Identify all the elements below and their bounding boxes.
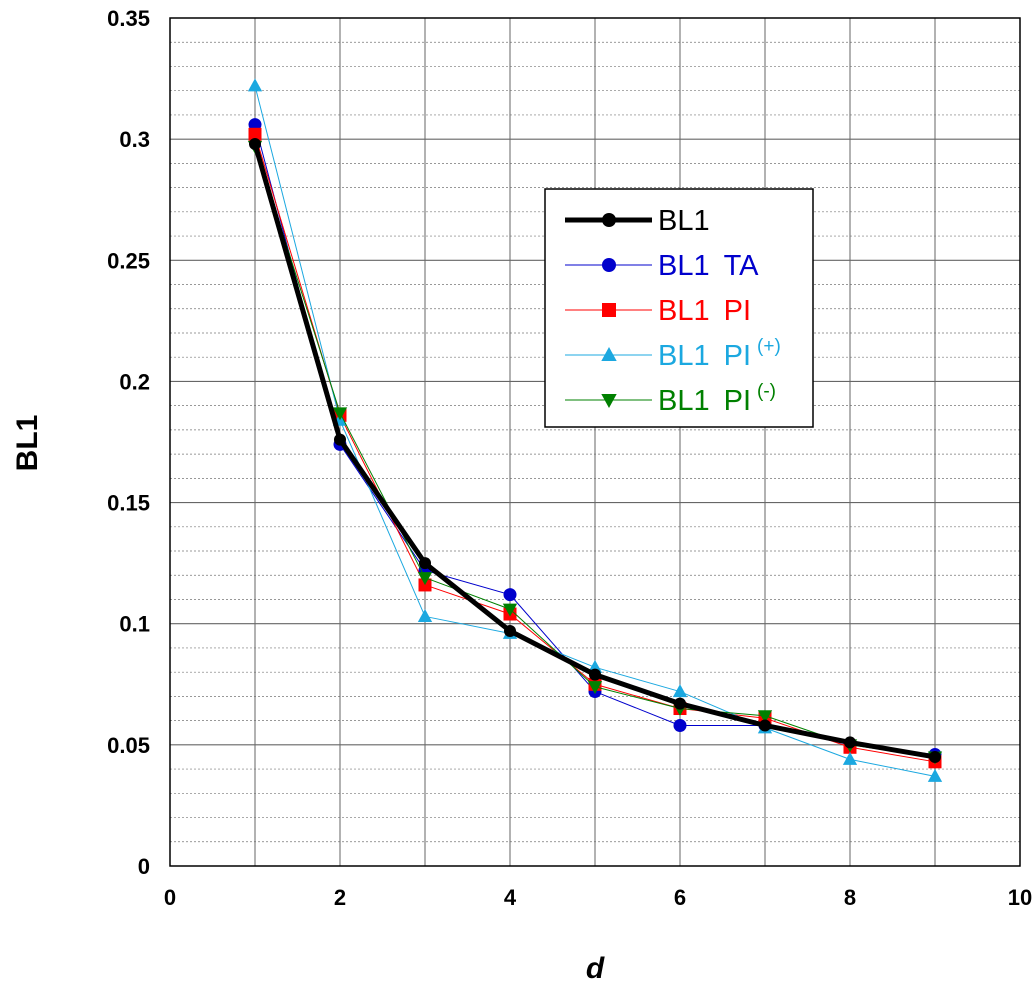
x-tick-label: 8	[844, 885, 856, 910]
series-layer	[247, 78, 943, 782]
x-tick-label: 2	[334, 885, 346, 910]
data-point	[503, 588, 517, 602]
data-point	[247, 78, 263, 92]
legend-marker	[602, 258, 616, 272]
y-tick-label: 0	[138, 854, 150, 879]
x-axis-label: d	[586, 952, 605, 985]
data-point	[502, 603, 518, 617]
y-tick-label: 0.1	[119, 612, 150, 637]
y-tick-label: 0.05	[107, 733, 150, 758]
legend: BL1 BL1 TA BL1 PI BL1 PI (+) BL1 PI (-)	[544, 188, 814, 428]
y-tick-label: 0.3	[119, 127, 150, 152]
legend-label: BL1	[658, 205, 710, 237]
legend-label: BL1 PI (-)	[658, 381, 776, 417]
data-point	[929, 750, 941, 763]
series-0	[249, 137, 941, 763]
data-point	[587, 659, 603, 673]
legend-label: BL1 PI	[658, 295, 751, 327]
data-point	[759, 719, 771, 732]
y-tick-label: 0.25	[107, 248, 150, 273]
data-point	[672, 684, 688, 698]
y-tick-label: 0.2	[119, 369, 150, 394]
legend-entry: BL1 PI (+)	[565, 336, 781, 372]
legend-entry: BL1	[565, 205, 710, 237]
data-point	[844, 736, 856, 749]
y-tick-labels: 0 0.05 0.1 0.15 0.2 0.25 0.3 0.35	[107, 6, 150, 879]
plot-frame	[169, 17, 1021, 867]
data-point	[842, 751, 858, 765]
y-tick-label: 0.15	[107, 491, 150, 516]
x-tick-label: 0	[164, 885, 176, 910]
y-axis-label: BL1	[11, 415, 44, 472]
data-point	[248, 127, 262, 141]
data-point	[332, 407, 348, 421]
y-tick-label: 0.35	[107, 6, 150, 31]
data-point	[674, 697, 686, 710]
data-point	[249, 137, 261, 150]
legend-label: BL1 PI (+)	[658, 336, 781, 372]
data-point	[927, 768, 943, 782]
legend-marker	[602, 213, 616, 227]
data-point	[334, 433, 346, 446]
legend-entry: BL1 PI (-)	[565, 381, 776, 417]
legend-entry: BL1 TA	[565, 250, 759, 282]
x-tick-labels: 0 2 4 6 8 10	[164, 885, 1032, 910]
legend-box	[544, 188, 814, 428]
legend-label: BL1 TA	[658, 250, 759, 282]
legend-marker	[601, 346, 617, 361]
x-tick-label: 10	[1008, 885, 1032, 910]
legend-marker	[602, 303, 616, 317]
data-point	[673, 718, 687, 732]
legend-entry: BL1 PI	[565, 295, 751, 327]
data-point	[417, 572, 433, 586]
data-point	[419, 557, 431, 570]
data-point	[417, 608, 433, 622]
grid	[170, 18, 1020, 866]
data-point	[587, 681, 603, 695]
data-point	[504, 624, 516, 637]
x-tick-label: 4	[504, 885, 517, 910]
x-tick-label: 6	[674, 885, 686, 910]
data-point	[589, 668, 601, 681]
legend-marker	[601, 394, 617, 409]
data-point	[757, 710, 773, 724]
